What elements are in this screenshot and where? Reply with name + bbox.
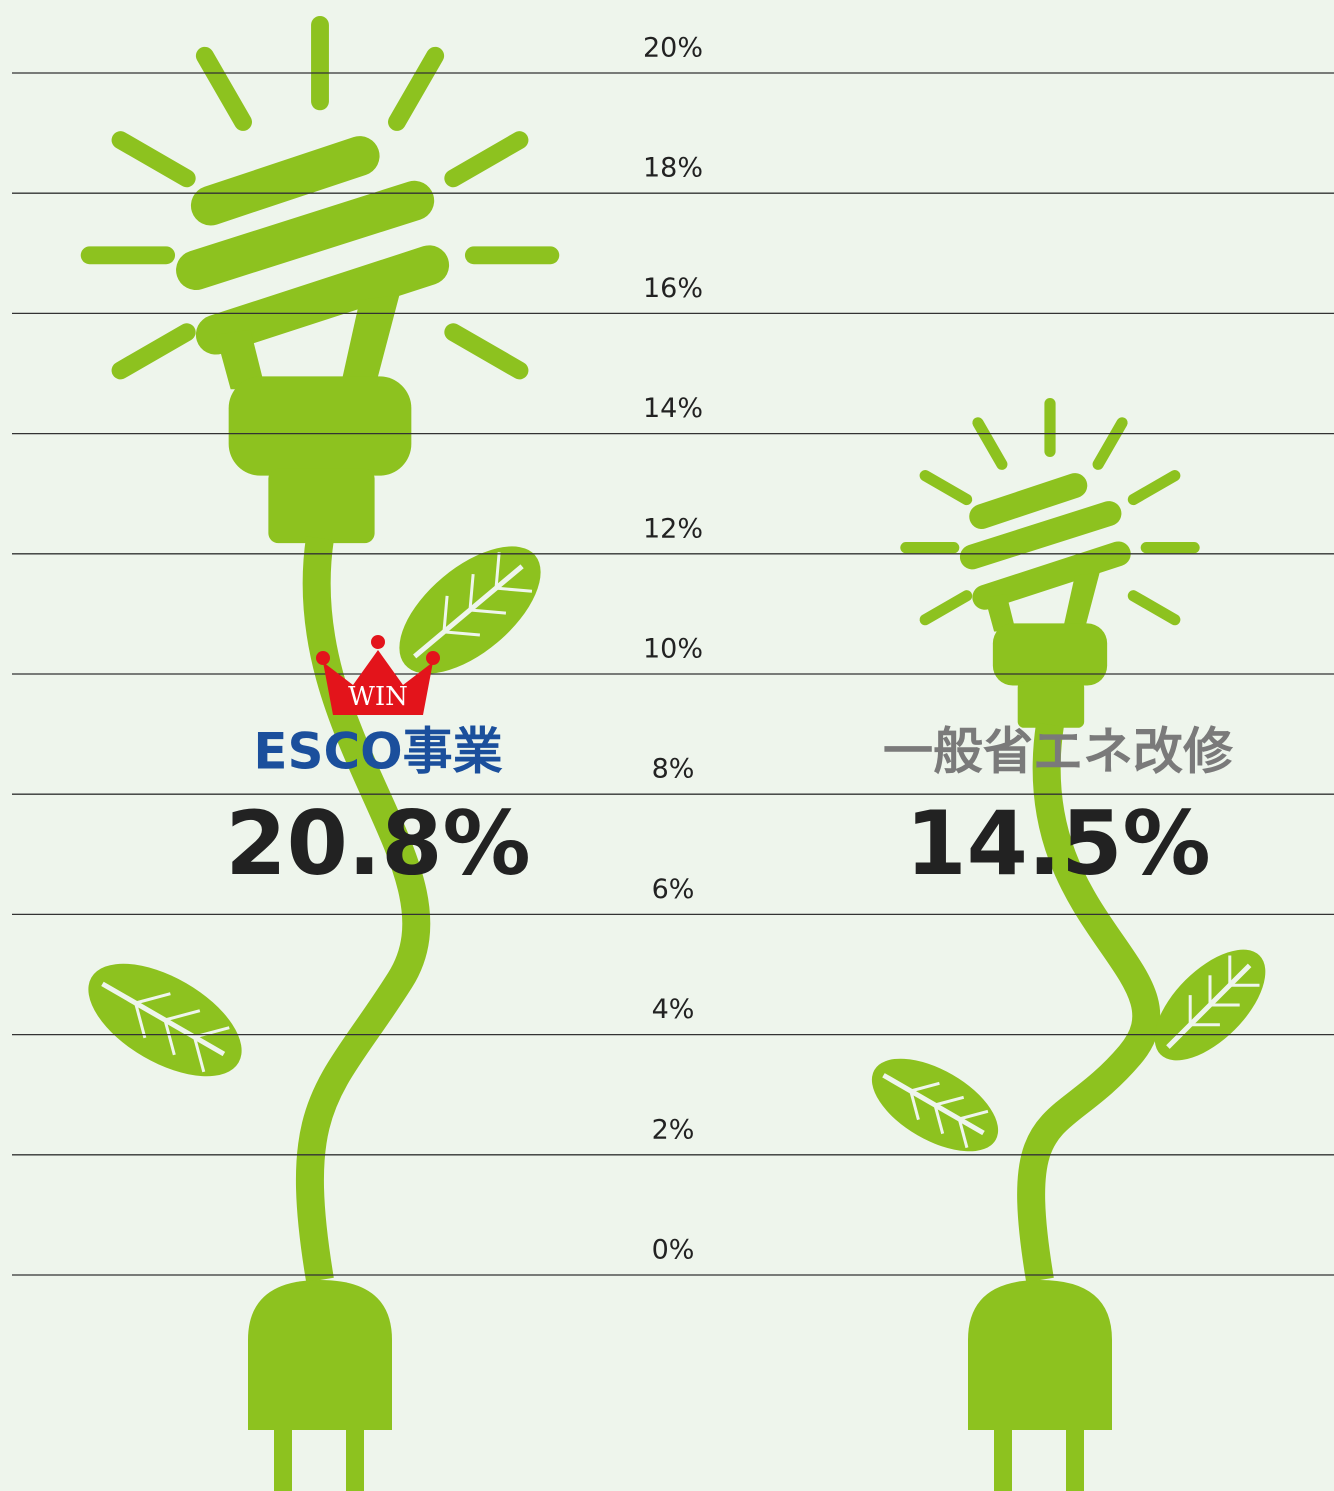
leaf	[399, 546, 541, 674]
bulb-tube	[176, 180, 435, 291]
leaf	[88, 963, 242, 1077]
ray	[111, 131, 196, 188]
bulb-tube	[969, 473, 1088, 530]
leaf	[1154, 949, 1266, 1061]
leaf-vein	[164, 1009, 201, 1022]
bulb-leg	[1062, 572, 1100, 632]
ray	[388, 46, 445, 131]
leaf-vein	[933, 1104, 945, 1135]
bulb-tube	[972, 541, 1131, 610]
crown-star	[316, 651, 330, 665]
leaf-vein	[194, 1026, 230, 1039]
leaf-vein	[443, 630, 481, 637]
crown-star	[371, 635, 385, 649]
y-tick-label: 4%	[652, 994, 695, 1025]
leaf-vein	[192, 1036, 206, 1073]
leaf-vein	[413, 564, 524, 659]
leaf-vein	[469, 608, 507, 615]
category-label: ESCO事業	[253, 723, 502, 781]
leaf-vein	[135, 992, 171, 1005]
leaf-vein	[909, 1090, 920, 1121]
leaf-vein	[494, 552, 501, 589]
bulb-neck	[268, 468, 375, 544]
plug-prong	[994, 1428, 1012, 1491]
crown-star	[426, 651, 440, 665]
leaf-vein	[957, 1118, 969, 1149]
y-tick-label: 18%	[643, 153, 703, 184]
value-label: 20.8%	[225, 792, 530, 895]
ray	[1127, 470, 1181, 506]
plug-prong	[346, 1428, 364, 1491]
ray	[972, 417, 1008, 470]
crown: WIN	[316, 635, 440, 715]
leaf-vein	[910, 1081, 940, 1093]
bulb-base	[228, 376, 412, 476]
leaf-vein	[934, 1095, 965, 1107]
leaf-vein	[958, 1109, 989, 1121]
bulb-leg	[339, 294, 400, 390]
leaf-vein	[1188, 995, 1192, 1025]
annotation: WIN	[348, 682, 408, 712]
bulb-tube	[959, 501, 1122, 570]
leaf-vein	[1229, 983, 1260, 987]
leaf-vein	[1228, 955, 1232, 986]
plug-prong	[274, 1428, 292, 1491]
ray	[1127, 590, 1181, 626]
y-tick-label: 20%	[643, 33, 703, 64]
bulb-tube	[195, 245, 450, 355]
ray	[919, 470, 973, 506]
bulb-tube	[190, 136, 380, 226]
leaf-vein	[468, 573, 475, 611]
y-tick-label: 0%	[652, 1235, 695, 1266]
plants	[80, 15, 1266, 1491]
stem	[1017, 722, 1161, 1283]
y-tick-label: 16%	[643, 273, 703, 304]
bulb	[80, 15, 560, 544]
ray	[111, 323, 196, 380]
crown-shape	[323, 650, 433, 715]
plant	[80, 15, 560, 1491]
plug	[968, 1280, 1112, 1430]
category-label: 一般省エネ改修	[883, 723, 1234, 781]
leaf-vein	[1208, 975, 1212, 1005]
y-tick-label: 6%	[652, 874, 695, 905]
leaf-vein	[163, 1019, 176, 1056]
leaf-vein	[882, 1073, 985, 1136]
leaf-vein	[1210, 1003, 1240, 1007]
plant	[871, 397, 1266, 1491]
bulb-leg	[215, 329, 266, 390]
y-tick-label: 2%	[652, 1114, 695, 1145]
bulb-neck	[1017, 681, 1085, 728]
leaf-vein	[495, 586, 533, 593]
leaf-vein	[101, 981, 226, 1057]
y-tick-label: 14%	[643, 393, 703, 424]
value-label: 14.5%	[905, 792, 1210, 895]
ray	[919, 590, 973, 626]
bulb-leg	[984, 594, 1016, 632]
ray	[195, 46, 252, 131]
y-tick-label: 12%	[643, 513, 703, 544]
y-tick-label: 10%	[643, 634, 703, 665]
leaf-vein	[442, 595, 449, 632]
plug	[248, 1280, 392, 1430]
leaf	[871, 1058, 999, 1152]
y-tick-label: 8%	[652, 754, 695, 785]
bulb-base	[992, 623, 1108, 686]
ray	[444, 323, 529, 380]
bulb	[900, 397, 1200, 728]
leaf-vein	[1166, 963, 1252, 1049]
leaf-vein	[134, 1002, 147, 1039]
ray	[444, 131, 529, 188]
ray	[1092, 417, 1128, 470]
leaf-vein	[1190, 1023, 1220, 1027]
plug-prong	[1066, 1428, 1084, 1491]
